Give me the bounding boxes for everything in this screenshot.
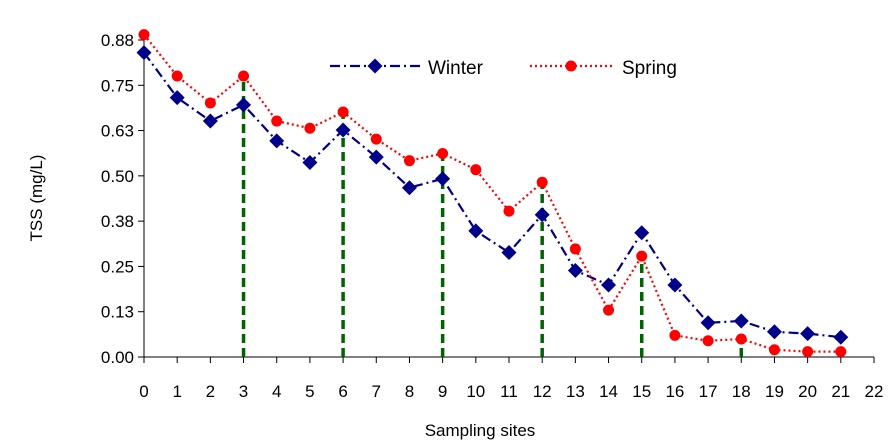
spring-data-point: [536, 176, 548, 188]
x-tick-label: 5: [305, 382, 314, 401]
spring-data-point: [503, 205, 515, 217]
x-tick-label: 22: [865, 382, 884, 401]
y-tick-label: 0.25: [101, 257, 134, 276]
y-tick-label: 0.13: [101, 303, 134, 322]
spring-data-point: [238, 70, 250, 82]
winter-data-point: [169, 90, 185, 106]
winter-data-point: [468, 223, 484, 239]
x-tick-label: 0: [139, 382, 148, 401]
spring-series-line: [143, 33, 841, 353]
x-axis-title: Sampling sites: [425, 421, 536, 440]
spring-data-point: [304, 122, 316, 134]
legend-winter-label: Winter: [428, 58, 484, 79]
spring-data-point: [768, 344, 780, 356]
winter-data-point: [833, 329, 849, 345]
spring-data-point: [138, 29, 150, 41]
x-tick-label: 15: [632, 382, 651, 401]
x-tick-label: 16: [665, 382, 684, 401]
spring-data-point: [271, 115, 283, 127]
spring-data-point: [437, 147, 449, 159]
spring-data-point: [735, 333, 747, 345]
y-tick-label: 0.75: [101, 76, 134, 95]
x-tick-label: 10: [466, 382, 485, 401]
spring-data-point: [802, 346, 814, 358]
winter-data-point: [236, 97, 252, 113]
x-tick-label: 2: [206, 382, 215, 401]
spring-data-point: [470, 164, 482, 176]
spring-data-point: [171, 70, 183, 82]
axes-layer: 0.000.130.250.380.500.630.750.880 1 2 3 4 5 6 7…: [101, 31, 884, 401]
winter-data-point: [800, 326, 816, 342]
x-tick-label: 6: [338, 382, 347, 401]
winter-data-point: [601, 277, 617, 293]
y-tick-label: 0.50: [101, 167, 134, 186]
winter-data-point: [401, 180, 417, 196]
x-tick-label: 11: [500, 382, 518, 401]
x-tick-label: 17: [699, 382, 718, 401]
winter-data-point: [700, 315, 716, 331]
winter-data-point: [766, 324, 782, 340]
winter-data-point: [335, 122, 351, 138]
winter-data-point: [567, 263, 583, 279]
spring-data-point: [603, 304, 615, 316]
x-tick-label: 4: [272, 382, 281, 401]
y-tick-label: 0.38: [101, 212, 134, 231]
x-tick-label: 9: [438, 382, 447, 401]
x-tick-label: 13: [566, 382, 585, 401]
x-tick-label: 14: [599, 382, 618, 401]
winter-data-point: [269, 133, 285, 149]
x-tick-label: 8: [405, 382, 414, 401]
spring-data-point: [669, 329, 681, 341]
winter-data-point: [435, 171, 451, 187]
legend: Winter Spring: [330, 58, 677, 79]
reference-lines-layer: [241, 76, 744, 357]
winter-data-point: [302, 154, 318, 170]
winter-data-point: [202, 113, 218, 129]
y-axis-title: TSS (mg/L): [27, 155, 46, 242]
spring-data-point: [370, 133, 382, 145]
spring-data-point: [569, 243, 581, 255]
winter-data-point: [667, 277, 683, 293]
legend-spring-label: Spring: [622, 58, 677, 79]
x-tick-label: 20: [798, 382, 817, 401]
x-tick-label: 18: [732, 382, 751, 401]
y-tick-label: 0.63: [101, 122, 134, 141]
x-tick-label: 12: [533, 382, 552, 401]
spring-data-point: [835, 346, 847, 358]
x-tick-label: 21: [831, 382, 850, 401]
series-layer: [136, 29, 849, 358]
winter-data-point: [534, 207, 550, 223]
x-tick-label: 7: [372, 382, 381, 401]
winter-data-point: [501, 245, 517, 261]
winter-data-point: [136, 45, 152, 61]
legend-spring-marker: [565, 60, 577, 72]
spring-data-point: [337, 106, 349, 118]
y-tick-label: 0.88: [101, 31, 134, 50]
y-tick-label: 0.00: [101, 348, 134, 367]
x-tick-label: 3: [239, 382, 248, 401]
spring-data-point: [403, 155, 415, 167]
spring-data-point: [636, 250, 648, 262]
x-tick-label: 1: [172, 382, 181, 401]
winter-data-point: [634, 225, 650, 241]
legend-winter-marker: [367, 58, 383, 74]
x-tick-label: 19: [765, 382, 784, 401]
winter-data-point: [368, 149, 384, 165]
winter-series-line: [143, 51, 841, 339]
spring-data-point: [702, 335, 714, 347]
winter-data-point: [733, 313, 749, 329]
spring-data-point: [204, 97, 216, 109]
